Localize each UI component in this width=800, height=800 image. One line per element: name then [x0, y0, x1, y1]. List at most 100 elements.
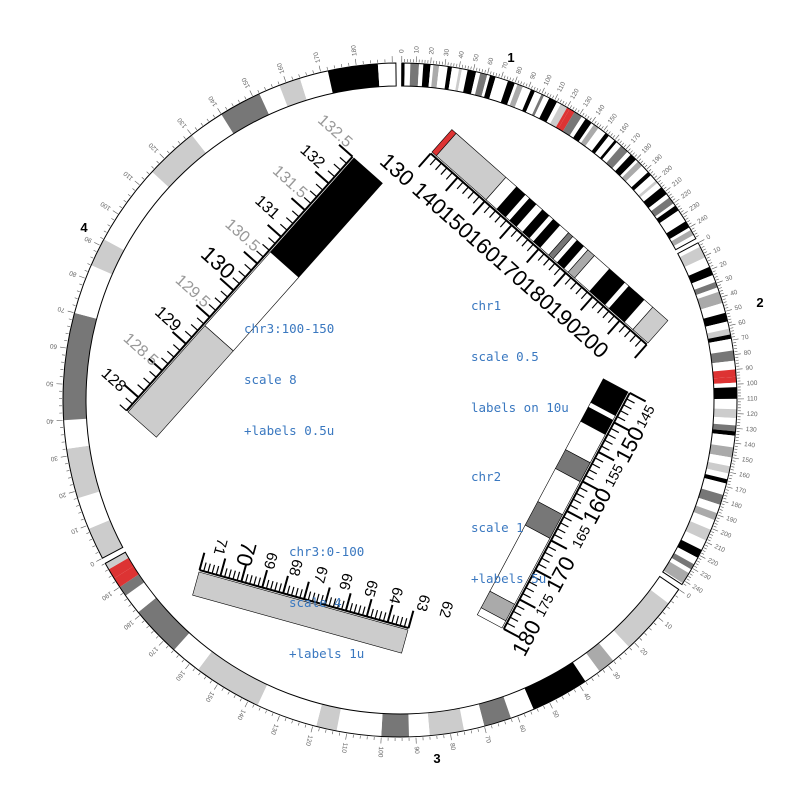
chr3-tick-label: 50 [550, 710, 560, 720]
chr2-tick [717, 284, 722, 286]
zoom-chr3b-tick [291, 210, 300, 218]
chr1-band-56 [656, 205, 679, 224]
chr2-band-41 [671, 553, 695, 570]
zoom-chr2-tick [531, 575, 541, 581]
chr3-tick [198, 672, 201, 676]
chr2-tick-label: 100 [746, 380, 758, 388]
chr3-tick [304, 724, 307, 728]
chr3-tick [310, 726, 313, 733]
zoom-chr1-tick [591, 301, 599, 309]
chr1-tick-label: 230 [688, 201, 701, 213]
chr3-tick [653, 622, 657, 626]
chr4-tick [80, 518, 84, 521]
chr1-band-15 [481, 74, 491, 98]
chr3-tick [213, 684, 218, 690]
zoom-chr3a-tick [332, 598, 337, 608]
chr2-tick [727, 483, 731, 485]
chr4-tick-label: 180 [350, 44, 358, 56]
zoom-chr1-tick [516, 234, 523, 242]
chr3-tick [504, 721, 506, 725]
chr1-band-21 [509, 84, 523, 108]
chr2-tick-label: 220 [706, 557, 719, 568]
chr3-band-2 [598, 630, 630, 661]
chr1-tick [682, 211, 688, 215]
chr1-tick [667, 191, 671, 194]
chr3-tick [171, 650, 174, 654]
zoom-chr3a-tick [374, 609, 379, 619]
zoom-chr2-tick [597, 451, 615, 462]
chr3-band-5 [524, 662, 586, 710]
zoom-chr2-tick [534, 569, 552, 580]
chr1-band-0 [401, 63, 405, 87]
chr1-tick [669, 193, 672, 196]
chr2-tick [722, 500, 729, 504]
chr1-tick-label: 170 [630, 132, 643, 145]
chr3-tick-label: 30 [611, 671, 621, 681]
chr2-tick [728, 321, 733, 323]
zoom-chr3b-band-2 [127, 325, 234, 438]
zoom-chr3b-label: 129 [151, 302, 185, 335]
zoom-chr1-tick [618, 325, 626, 333]
chr4-tick [151, 166, 154, 169]
chr4-tick [107, 224, 111, 227]
chr2-tick [728, 477, 732, 480]
zoom-chr2-tick [538, 563, 547, 569]
chr1-band-35 [578, 122, 594, 144]
zoom-chr2-tick [557, 528, 566, 534]
chr4-tick [217, 108, 222, 114]
chr1-tick [617, 138, 620, 142]
chr1-tick [648, 169, 652, 172]
chr2-band-11 [706, 328, 731, 339]
chr4-tick [244, 96, 247, 100]
chr1-tick [688, 222, 692, 225]
zoom-chr3a-tick [361, 606, 366, 616]
chr4-tick [92, 545, 96, 548]
chr2-tick-label: 170 [734, 486, 747, 496]
chr3-tick-label: 10 [663, 621, 673, 631]
chr4-tick [200, 122, 203, 126]
chr1-tick [584, 114, 587, 118]
zoom-chr1-band-21 [632, 306, 669, 344]
chr2-tick-label: 30 [724, 274, 734, 283]
chr1-tick [456, 63, 458, 67]
zoom-chr3b-tick [290, 197, 306, 211]
chr1-band-38 [591, 132, 610, 154]
chr-label-3: 3 [433, 751, 440, 766]
chr1-band-18 [496, 79, 509, 103]
zoom-chr1-tick [624, 329, 631, 338]
chr4-tick [194, 127, 198, 131]
chr2-band-40 [674, 547, 698, 565]
chr3-tick-label: 130 [269, 723, 280, 736]
chr1-tick [693, 230, 696, 233]
chr3-tick [165, 645, 169, 649]
chr4-band-10 [221, 93, 270, 134]
zoom-chr2-tick [569, 504, 579, 510]
zoom-chr3a-label: 64 [385, 585, 406, 606]
chr1-tick-label: 40 [458, 50, 466, 59]
zoom-chr1-tick [418, 152, 432, 168]
zoom-chr3b-tick [119, 404, 127, 412]
chr1-tick [549, 94, 552, 98]
chr1-band-32 [562, 111, 583, 136]
chr1-band-57 [659, 210, 684, 231]
zoom-chr3b-tick [314, 170, 330, 185]
chr4-tick [355, 58, 357, 65]
zoom-chr3a-tick [295, 587, 299, 597]
chr3-tick [679, 589, 685, 594]
zoom-chr2-tick [575, 492, 585, 499]
chr4-tick [146, 171, 150, 175]
chr1-band-49 [633, 175, 656, 196]
chr4-tick [264, 86, 266, 90]
chr2-tick [731, 463, 735, 465]
chr3-band-4 [572, 652, 600, 682]
annotation-chr3b-line1: chr3:100-150 [244, 321, 335, 336]
zoom-chr3a-tick [357, 605, 362, 615]
chr2-tick-label: 10 [712, 246, 722, 256]
chr1-tick [523, 82, 525, 86]
chr1-band-54 [650, 197, 674, 217]
zoom-chr2-label: 145 [633, 402, 658, 430]
chr1-band-22 [514, 86, 531, 111]
chr2-ideogram [662, 242, 738, 586]
chr4-band-3 [63, 418, 90, 449]
chr1-band-36 [580, 124, 599, 147]
